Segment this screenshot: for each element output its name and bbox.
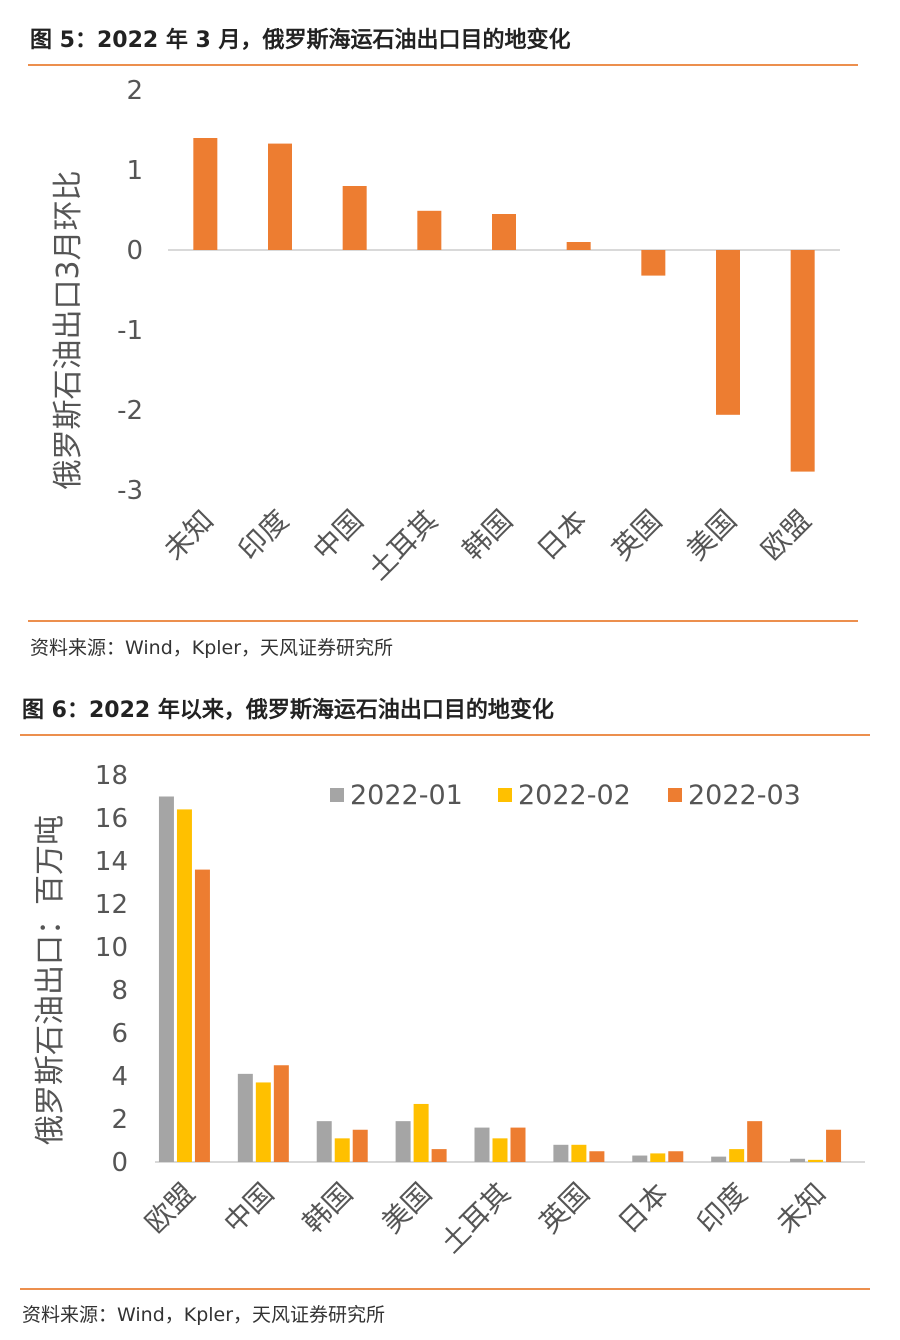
bar-美国-2022-01 — [395, 1121, 411, 1162]
bar-美国 — [716, 250, 740, 415]
bar-欧盟 — [790, 250, 815, 472]
x-tick-label: 土耳其 — [362, 504, 445, 587]
x-tick-label: 韩国 — [456, 504, 519, 567]
bar-英国-2022-03 — [589, 1151, 605, 1162]
y-tick-label: -3 — [117, 476, 143, 506]
legend-label: 2022-02 — [518, 780, 631, 811]
bar-土耳其-2022-02 — [492, 1138, 508, 1162]
x-tick-label: 英国 — [605, 504, 668, 567]
x-tick-label: 英国 — [533, 1177, 596, 1240]
x-tick-label: 中国 — [217, 1177, 280, 1240]
legend-label: 2022-03 — [688, 780, 801, 811]
bar-英国-2022-01 — [553, 1144, 569, 1162]
x-tick-label: 土耳其 — [434, 1177, 517, 1260]
bar-中国 — [342, 186, 367, 250]
y-tick-label: 18 — [95, 761, 128, 791]
chart2: 俄罗斯石油出口：百万吨 18 16 14 12 10 8 6 4 2 0 欧盟 中国 韩国 美国土耳其英… — [33, 761, 865, 1260]
x-tick-label: 欧盟 — [755, 504, 818, 567]
y-tick-label: 0 — [126, 236, 143, 266]
bar-中国-2022-02 — [255, 1082, 271, 1162]
bar-欧盟-2022-03 — [194, 869, 210, 1162]
y-tick-label: 4 — [111, 1062, 128, 1092]
x-tick-label: 未知 — [157, 504, 220, 567]
bar-未知 — [193, 138, 218, 250]
bar-未知-2022-03 — [826, 1129, 842, 1162]
y-tick-label: 10 — [95, 933, 128, 963]
x-tick-label: 印度 — [232, 504, 295, 567]
figure2-source: 资料来源：Wind，Kpler，天风证券研究所 — [22, 1304, 386, 1326]
y-tick-label: 16 — [95, 804, 128, 834]
figure2-source-rule — [20, 1288, 870, 1290]
x-tick-label: 日本 — [612, 1177, 675, 1240]
bar-土耳其 — [417, 210, 442, 250]
y-tick-label: 2 — [126, 76, 143, 106]
legend-swatch-2022-01 — [330, 788, 344, 802]
bar-日本 — [566, 242, 591, 250]
figure2-title: 图 6：2022 年以来，俄罗斯海运石油出口目的地变化 — [22, 698, 554, 723]
bar-未知-2022-01 — [790, 1158, 806, 1162]
bar-韩国-2022-02 — [334, 1138, 350, 1162]
y-axis-label: 俄罗斯石油出口：百万吨 — [33, 815, 68, 1145]
bar-日本-2022-02 — [650, 1153, 666, 1162]
x-tick-label: 中国 — [307, 504, 370, 567]
x-tick-label: 未知 — [770, 1177, 833, 1240]
x-tick-label: 美国 — [375, 1177, 438, 1240]
x-tick-label: 印度 — [691, 1177, 754, 1240]
y-axis-label: 俄罗斯石油出口3月环比 — [51, 170, 86, 489]
y-tick-label: 8 — [111, 976, 128, 1006]
y-tick-label: 6 — [111, 1019, 128, 1049]
bar-印度-2022-03 — [747, 1121, 763, 1162]
y-tick-label: 0 — [111, 1148, 128, 1178]
bar-英国 — [641, 250, 666, 276]
bar-土耳其-2022-03 — [510, 1127, 526, 1162]
bar-韩国-2022-03 — [352, 1129, 368, 1162]
bar-中国-2022-01 — [237, 1073, 253, 1162]
figure1-title-rule — [28, 64, 858, 66]
x-tick-label: 韩国 — [296, 1177, 359, 1240]
bar-欧盟-2022-02 — [176, 809, 192, 1162]
y-tick-label: 2 — [111, 1105, 128, 1135]
bar-美国-2022-03 — [431, 1149, 447, 1162]
chart1: 俄罗斯石油出口3月环比 2 1 0 -1 -2 -3 未知 印度 中国土耳其 韩国 日本 英国 美国欧… — [51, 76, 840, 587]
bar-英国-2022-02 — [571, 1144, 587, 1162]
x-tick-label: 欧盟 — [138, 1177, 201, 1240]
bar-土耳其-2022-01 — [474, 1127, 490, 1162]
legend-swatch-2022-03 — [668, 788, 682, 802]
legend-label: 2022-01 — [350, 780, 463, 811]
y-tick-label: 14 — [95, 847, 128, 877]
y-tick-label: -2 — [117, 396, 143, 426]
y-tick-label: -1 — [117, 316, 143, 346]
legend-swatch-2022-02 — [498, 788, 512, 802]
y-tick-label: 12 — [95, 890, 128, 920]
bar-印度-2022-01 — [711, 1156, 727, 1162]
figure1-title: 图 5：2022 年 3 月，俄罗斯海运石油出口目的地变化 — [30, 28, 571, 53]
bar-印度-2022-02 — [729, 1149, 745, 1162]
bar-未知-2022-02 — [808, 1159, 824, 1162]
y-tick-label: 1 — [126, 156, 143, 186]
bar-印度 — [268, 143, 292, 250]
bar-美国-2022-02 — [413, 1103, 429, 1162]
bar-中国-2022-03 — [273, 1065, 289, 1162]
figure1-source-rule — [28, 620, 858, 622]
bar-韩国-2022-01 — [316, 1121, 332, 1162]
bar-韩国 — [492, 214, 516, 250]
figure1-source: 资料来源：Wind，Kpler，天风证券研究所 — [30, 637, 394, 659]
bar-日本-2022-03 — [668, 1151, 684, 1162]
figure2-title-rule — [20, 734, 870, 736]
x-tick-label: 日本 — [531, 504, 594, 567]
bar-日本-2022-01 — [632, 1155, 648, 1162]
bar-欧盟-2022-01 — [158, 796, 174, 1162]
x-tick-label: 美国 — [680, 504, 743, 567]
